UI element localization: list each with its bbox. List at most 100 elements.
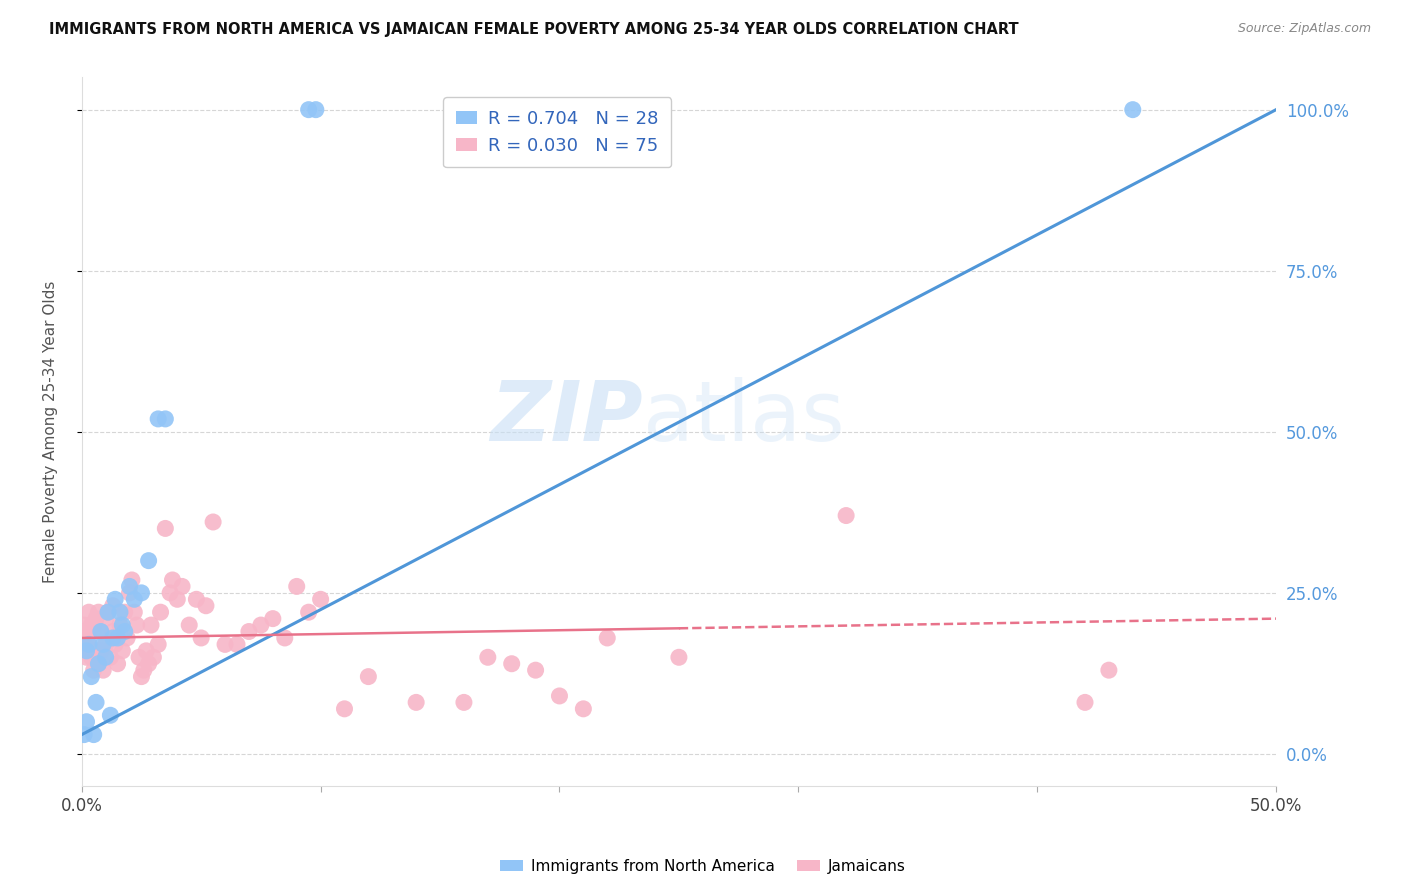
Point <box>90 624 112 639</box>
Point <box>572 702 595 716</box>
Point <box>155 412 177 426</box>
Point <box>1122 103 1144 117</box>
Y-axis label: Female Poverty Among 25-34 Year Olds: Female Poverty Among 25-34 Year Olds <box>44 281 58 583</box>
Point <box>80 650 103 665</box>
Point <box>76 644 98 658</box>
Point <box>357 670 380 684</box>
Point <box>250 618 273 632</box>
Point <box>104 592 127 607</box>
Point <box>132 663 155 677</box>
Point <box>83 618 105 632</box>
Point <box>477 650 499 665</box>
Point <box>73 728 96 742</box>
Point <box>111 644 134 658</box>
Point <box>118 579 141 593</box>
Point <box>131 586 153 600</box>
Point <box>548 689 571 703</box>
Point <box>107 657 129 671</box>
Point <box>97 605 120 619</box>
Point <box>91 663 114 677</box>
Point <box>405 695 427 709</box>
Point <box>90 624 112 639</box>
Point <box>305 103 328 117</box>
Point <box>87 657 110 671</box>
Point <box>80 670 103 684</box>
Point <box>94 612 117 626</box>
Point <box>1074 695 1097 709</box>
Point <box>76 624 98 639</box>
Point <box>94 637 117 651</box>
Point <box>90 644 112 658</box>
Point <box>73 618 96 632</box>
Point <box>76 650 98 665</box>
Point <box>453 695 475 709</box>
Point <box>83 728 105 742</box>
Point <box>835 508 858 523</box>
Point <box>262 612 284 626</box>
Text: atlas: atlas <box>643 377 845 458</box>
Point <box>149 605 172 619</box>
Point <box>202 515 225 529</box>
Point <box>87 605 110 619</box>
Point <box>155 521 177 535</box>
Point <box>159 586 181 600</box>
Legend: Immigrants from North America, Jamaicans: Immigrants from North America, Jamaicans <box>494 853 912 880</box>
Point <box>84 612 107 626</box>
Point <box>121 573 143 587</box>
Point <box>124 605 146 619</box>
Point <box>115 631 138 645</box>
Point <box>194 599 217 613</box>
Point <box>139 618 162 632</box>
Point <box>162 573 184 587</box>
Point <box>309 592 332 607</box>
Point <box>83 663 105 677</box>
Point <box>274 631 297 645</box>
Point <box>333 702 356 716</box>
Legend: R = 0.704   N = 28, R = 0.030   N = 75: R = 0.704 N = 28, R = 0.030 N = 75 <box>443 97 671 168</box>
Point <box>142 650 165 665</box>
Point <box>146 637 169 651</box>
Point <box>298 605 321 619</box>
Point <box>104 637 127 651</box>
Point <box>146 412 169 426</box>
Point <box>108 618 131 632</box>
Point <box>77 605 100 619</box>
Point <box>166 592 188 607</box>
Point <box>111 618 134 632</box>
Point <box>524 663 547 677</box>
Point <box>138 554 160 568</box>
Point <box>97 605 120 619</box>
Text: IMMIGRANTS FROM NORTH AMERICA VS JAMAICAN FEMALE POVERTY AMONG 25-34 YEAR OLDS C: IMMIGRANTS FROM NORTH AMERICA VS JAMAICA… <box>49 22 1019 37</box>
Point <box>138 657 160 671</box>
Point <box>131 670 153 684</box>
Point <box>226 637 249 651</box>
Point <box>128 650 150 665</box>
Point <box>190 631 212 645</box>
Text: Source: ZipAtlas.com: Source: ZipAtlas.com <box>1237 22 1371 36</box>
Point <box>101 599 124 613</box>
Point <box>118 586 141 600</box>
Point <box>114 624 136 639</box>
Point <box>77 631 100 645</box>
Point <box>108 605 131 619</box>
Point <box>100 708 122 723</box>
Point <box>186 592 208 607</box>
Text: ZIP: ZIP <box>491 377 643 458</box>
Point <box>238 624 260 639</box>
Point <box>73 637 96 651</box>
Point <box>125 618 148 632</box>
Point <box>107 631 129 645</box>
Point <box>101 631 124 645</box>
Point <box>76 714 98 729</box>
Point <box>91 637 114 651</box>
Point <box>1098 663 1121 677</box>
Point <box>135 644 157 658</box>
Point <box>87 657 110 671</box>
Point <box>501 657 523 671</box>
Point <box>285 579 308 593</box>
Point <box>214 637 236 651</box>
Point <box>100 650 122 665</box>
Point <box>179 618 201 632</box>
Point <box>114 605 136 619</box>
Point <box>84 644 107 658</box>
